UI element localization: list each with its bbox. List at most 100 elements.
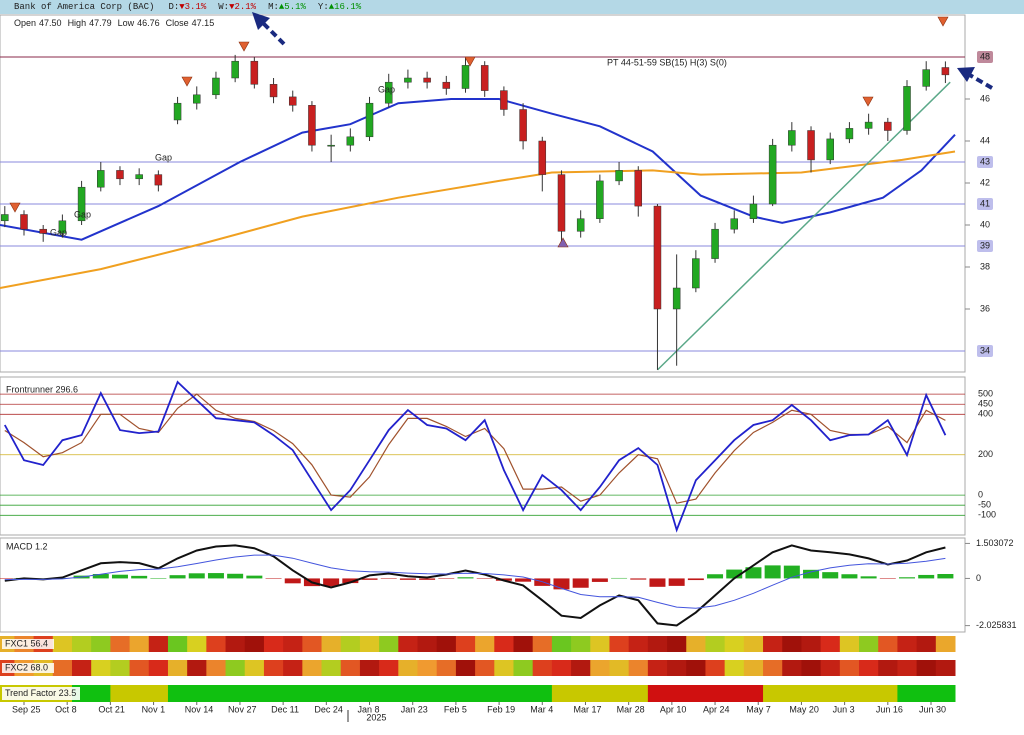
header-bar — [0, 0, 1024, 14]
trend-cell — [398, 685, 419, 702]
macd-line — [4, 544, 946, 627]
candle-body — [346, 136, 355, 146]
x-tick-label: May 20 — [789, 704, 819, 714]
x-tick-label: Apr 24 — [703, 704, 730, 714]
change-value: ▼2.1% — [229, 2, 257, 12]
histogram-bar — [246, 575, 263, 579]
candle-body — [807, 130, 815, 161]
level-box — [977, 345, 993, 357]
trend-cell — [667, 685, 687, 702]
heat-cell — [129, 636, 150, 652]
heat-cell — [647, 660, 668, 676]
ohlc-value: 47.79 — [89, 18, 112, 28]
heat-cell — [417, 660, 438, 676]
histogram-bar — [150, 578, 167, 579]
moving-average — [656, 81, 951, 371]
trend-cell — [244, 685, 265, 702]
signal-marker — [238, 41, 250, 52]
heat-cell — [225, 660, 246, 676]
heat-cell — [206, 660, 227, 676]
heat-cell — [302, 636, 323, 652]
heat-cell — [859, 636, 879, 652]
x-tick-label: Jun 30 — [919, 704, 946, 714]
histogram-bar — [937, 574, 954, 579]
histogram-bar — [745, 567, 762, 579]
histogram-bar — [707, 574, 724, 579]
candle-body — [788, 130, 796, 146]
ohlc-text: Open 47.50 High 47.79 Low 46.76 Close 47.15 — [14, 18, 214, 28]
histogram-bar — [591, 578, 608, 582]
histogram-bar — [323, 578, 340, 587]
ohlc-label: Open — [14, 18, 36, 28]
arrow-head — [252, 12, 270, 30]
heat-cell — [475, 660, 495, 676]
trend-cell — [494, 685, 514, 702]
heat-cell — [187, 660, 207, 676]
trend-cell — [187, 685, 207, 702]
histogram-bar — [476, 578, 493, 579]
y-tick-label: 400 — [978, 409, 993, 419]
heat-cell — [244, 636, 265, 652]
heat-cell — [302, 660, 323, 676]
heat-cell — [110, 636, 131, 652]
ohlc-label: Close — [166, 18, 189, 28]
trend-cell — [743, 685, 764, 702]
trend-cell — [167, 685, 188, 702]
heat-cell — [167, 660, 188, 676]
candle-body — [404, 77, 412, 83]
header-title: Bank of America Corp (BAC) — [14, 2, 154, 12]
heat-cell — [187, 636, 207, 652]
level-box — [977, 240, 993, 252]
trend-cell — [475, 685, 495, 702]
heat-cell — [283, 660, 303, 676]
histogram-bar — [457, 577, 474, 579]
trend-cell — [897, 685, 918, 702]
candle-body — [941, 67, 950, 76]
x-tick-label: Feb 19 — [487, 704, 515, 714]
signal-marker — [464, 56, 476, 67]
x-tick-label: Nov 14 — [185, 704, 214, 714]
strip-label: FXC2 68.0 — [5, 662, 48, 672]
heat-cell — [263, 660, 284, 676]
histogram-bar — [380, 578, 397, 579]
change-value: ▲16.1% — [329, 2, 362, 12]
signal-markers — [9, 16, 949, 248]
x-tick-label: May 7 — [746, 704, 771, 714]
histogram-bar — [438, 578, 455, 579]
trend-cell — [686, 685, 706, 702]
trend-cell — [379, 685, 399, 702]
heat-cell — [782, 660, 802, 676]
trend-cell — [628, 685, 649, 702]
heat-cell — [398, 660, 419, 676]
candle-body — [615, 170, 623, 182]
trend-cell — [340, 685, 361, 702]
heat-cell — [494, 660, 514, 676]
histogram-bar — [207, 573, 224, 579]
level-box — [977, 198, 993, 210]
candle-body — [442, 81, 451, 89]
candle-body — [826, 138, 834, 161]
histogram-bar — [111, 574, 128, 579]
trend-cell — [916, 685, 937, 702]
heat-cell — [782, 636, 802, 652]
heat-cell — [359, 660, 380, 676]
candle-body — [154, 174, 163, 186]
heat-cell — [724, 636, 745, 652]
heat-cell — [436, 660, 457, 676]
trend-cell — [129, 685, 150, 702]
heat-cell — [724, 660, 745, 676]
level-label: 48 — [980, 51, 990, 61]
heat-cell — [590, 660, 610, 676]
signal-marker — [557, 237, 569, 248]
ohlc-value: 46.76 — [137, 18, 160, 28]
year-label: 2025 — [366, 712, 386, 722]
x-tick-label: Nov 27 — [228, 704, 257, 714]
level-label: 43 — [980, 156, 990, 166]
candle-body — [97, 170, 105, 188]
indicator-line — [4, 380, 947, 533]
heat-cell — [820, 636, 841, 652]
histogram-bar — [572, 578, 589, 588]
trend-cell — [436, 685, 457, 702]
ohlc-value: 47.15 — [192, 18, 215, 28]
y-tick-label: 0 — [978, 489, 983, 499]
